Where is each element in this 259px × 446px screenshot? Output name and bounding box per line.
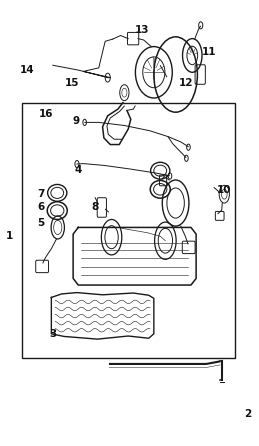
Text: 6: 6 [38, 202, 45, 212]
Text: 5: 5 [38, 218, 45, 228]
Bar [22, 103, 235, 358]
Text: 15: 15 [64, 78, 79, 88]
Text: 1: 1 [5, 231, 13, 241]
Text: 7: 7 [37, 189, 45, 199]
Text: 13: 13 [135, 25, 149, 35]
Text: 16: 16 [39, 109, 53, 120]
Text: 12: 12 [179, 78, 193, 88]
Text: 10: 10 [217, 185, 232, 195]
Text: 2: 2 [244, 409, 251, 419]
Text: 3: 3 [49, 329, 56, 339]
Text: 4: 4 [75, 165, 82, 175]
Text: 8: 8 [91, 202, 98, 212]
Text: 11: 11 [202, 47, 216, 58]
Text: 14: 14 [20, 65, 34, 75]
Text: 9: 9 [72, 116, 79, 126]
